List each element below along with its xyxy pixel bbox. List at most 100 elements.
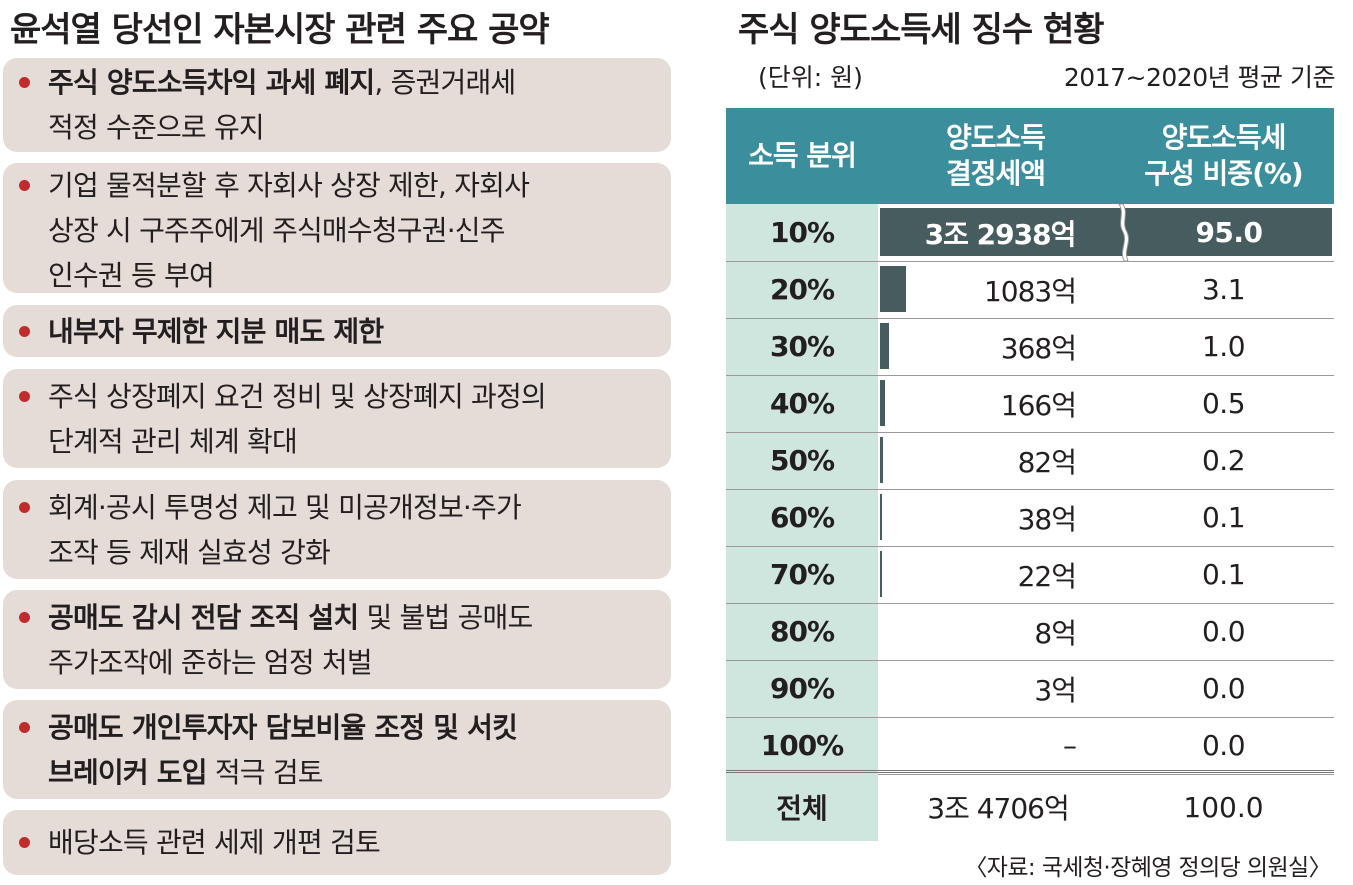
row-rank: 40% (769, 387, 835, 420)
pledge-line: 주식 양도소득차익 과세 폐지, 증권거래세 (48, 60, 661, 105)
row-rank: 70% (769, 558, 835, 591)
pledge-line: 주식 상장폐지 요건 정비 및 상장폐지 과정의 (48, 374, 661, 419)
left-title: 윤석열 당선인 자본시장 관련 주요 공약 (10, 10, 550, 50)
unit-label: (단위: 원) (758, 63, 863, 92)
row-amount: 3조 2938억 (924, 217, 1077, 251)
share-bar (880, 380, 885, 426)
tax-table: 소득 분위 양도소득 결정세액 양도소득세 구성 비중(%) 10% 3조 293… (726, 108, 1334, 838)
header-amount-line1: 양도소득 (945, 121, 1046, 154)
table-row: 20% 1083억 3.1 (726, 261, 1334, 319)
row-share: 3.1 (1201, 273, 1246, 306)
bullet-icon (19, 180, 30, 191)
bullet-icon (19, 77, 30, 88)
row-amount: – (1063, 729, 1077, 762)
pledge-line: 공매도 감시 전담 조직 설치 및 불법 공매도 (48, 595, 661, 640)
pledge-line: 내부자 무제한 지분 매도 제한 (48, 309, 661, 354)
share-bar (880, 266, 906, 312)
right-title: 주식 양도소득세 징수 현황 (738, 10, 1105, 50)
total-amount: 3조 4706억 (927, 792, 1070, 825)
row-rank: 20% (769, 273, 835, 306)
pledge-line: 기업 물적분할 후 자회사 상장 제한, 자회사 (48, 163, 661, 208)
rank-column-bg (726, 204, 878, 838)
pledge-text: , 증권거래세 (374, 66, 516, 99)
row-rank: 100% (760, 729, 845, 762)
source-note: 〈자료: 국세청·장혜영 정의당 의원실〉 (964, 855, 1331, 881)
row-amount: 82억 (1017, 445, 1077, 479)
table-row: 80% 8억 0.0 (726, 603, 1334, 661)
row-amount: 8억 (1034, 616, 1077, 650)
total-rank: 전체 (726, 773, 878, 841)
pledge-bold-text: 주식 양도소득차익 과세 폐지 (48, 66, 375, 99)
row-rank: 10% (769, 216, 835, 249)
bullet-icon (19, 612, 30, 623)
pledge-line: 적정 수준으로 유지 (48, 105, 661, 150)
total-share: 100.0 (1183, 790, 1264, 824)
period-label: 2017~2020년 평균 기준 (1063, 63, 1336, 92)
axis-break-icon (1118, 204, 1130, 261)
row-share: 0.1 (1201, 558, 1246, 591)
table-row: 70% 22억 0.1 (726, 546, 1334, 604)
row-rank: 50% (769, 444, 835, 477)
bullet-icon (19, 837, 30, 848)
pledge-text: 상장 시 구주주에게 주식매수청구권·신주 (48, 214, 506, 247)
pledge-line: 인수권 등 부여 (48, 253, 661, 298)
share-bar (880, 437, 883, 483)
pledge-bold-text: 브레이커 도입 (48, 756, 208, 789)
table-row: 50% 82억 0.2 (726, 432, 1334, 490)
header-share-line2: 구성 비중(%) (1144, 157, 1303, 190)
pledge-item: 내부자 무제한 지분 매도 제한 (3, 305, 671, 357)
pledge-text: 인수권 등 부여 (48, 259, 215, 292)
row-amount: 1083억 (983, 274, 1077, 308)
pledge-text: 적극 검토 (206, 756, 324, 789)
bullet-icon (19, 391, 30, 402)
table-row: 60% 38억 0.1 (726, 489, 1334, 547)
pledge-text: 배당소득 관련 세제 개편 검토 (48, 826, 381, 859)
pledge-line: 주가조작에 준하는 엄정 처벌 (48, 640, 661, 685)
row-share: 0.0 (1201, 729, 1246, 762)
pledge-item: 배당소득 관련 세제 개편 검토 (3, 810, 671, 875)
pledge-line: 브레이커 도입 적극 검토 (48, 750, 661, 795)
pledge-text: 회계·공시 투명성 제고 및 미공개정보·주가 (48, 491, 522, 524)
row-share: 0.1 (1201, 501, 1246, 534)
share-bar (880, 323, 889, 369)
table-row: 10% 3조 2938억 95.0 (726, 204, 1334, 262)
pledge-text: 주식 상장폐지 요건 정비 및 상장폐지 과정의 (48, 380, 547, 413)
pledge-line: 조작 등 제재 실효성 강화 (48, 530, 661, 575)
pledge-text: 조작 등 제재 실효성 강화 (48, 536, 331, 569)
pledge-line: 회계·공시 투명성 제고 및 미공개정보·주가 (48, 485, 661, 530)
share-bar (880, 551, 882, 597)
row-rank: 80% (769, 615, 835, 648)
top-decile-bar (880, 208, 1332, 256)
pledge-text: 주가조작에 준하는 엄정 처벌 (48, 646, 373, 679)
pledge-bold-text: 공매도 개인투자자 담보비율 조정 및 서킷 (48, 711, 518, 744)
header-rank: 소득 분위 (748, 139, 857, 172)
row-amount: 22억 (1017, 559, 1077, 593)
table-row: 100% – 0.0 (726, 717, 1334, 775)
pledge-bold-text: 내부자 무제한 지분 매도 제한 (48, 315, 384, 348)
pledge-text: 적정 수준으로 유지 (48, 111, 265, 144)
header-amount-line2: 결정세액 (945, 157, 1046, 190)
table-row: 30% 368억 1.0 (726, 318, 1334, 376)
bullet-icon (19, 722, 30, 733)
bullet-icon (19, 502, 30, 513)
bullet-icon (19, 326, 30, 337)
row-share: 0.2 (1201, 444, 1246, 477)
row-amount: 368억 (1000, 331, 1077, 365)
table-header: 소득 분위 양도소득 결정세액 양도소득세 구성 비중(%) (726, 108, 1334, 204)
row-share: 0.0 (1201, 672, 1246, 705)
row-rank: 30% (769, 330, 835, 363)
row-rank: 90% (769, 672, 835, 705)
row-amount: 166억 (1000, 388, 1077, 422)
table-row: 90% 3억 0.0 (726, 660, 1334, 718)
pledge-bold-text: 공매도 감시 전담 조직 설치 (48, 601, 359, 634)
pledge-line: 공매도 개인투자자 담보비율 조정 및 서킷 (48, 705, 661, 750)
row-rank: 60% (769, 501, 835, 534)
row-share: 1.0 (1201, 330, 1246, 363)
pledge-line: 배당소득 관련 세제 개편 검토 (48, 820, 661, 865)
